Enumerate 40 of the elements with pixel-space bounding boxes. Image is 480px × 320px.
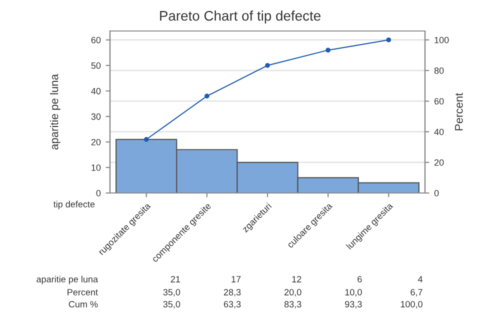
- text: 100,0: [400, 301, 422, 308]
- y2-tick-label: 100: [434, 36, 449, 44]
- chart-title: Pareto Chart of tip defecte: [160, 10, 320, 24]
- text: 6: [358, 276, 362, 282]
- y2-tick-label: 40: [434, 128, 444, 136]
- text: 35,0: [163, 301, 180, 308]
- text: Cum %: [68, 301, 98, 308]
- y-tick-label: 50: [91, 62, 101, 69]
- y-tick-label: 20: [91, 138, 101, 146]
- y2-tick-label: 60: [434, 98, 444, 104]
- x-axis-title: tip defecte: [53, 200, 95, 210]
- text: 93,3: [345, 301, 362, 308]
- text: Percent: [68, 289, 98, 296]
- y-tick-label: 0: [96, 190, 101, 196]
- y2-tick-label: 0: [434, 190, 439, 196]
- y2-axis-title: Percent: [455, 92, 463, 130]
- y-tick-label: 40: [91, 88, 101, 94]
- text: 17: [232, 276, 241, 282]
- text: 20,0: [284, 289, 302, 296]
- text: 10,0: [345, 289, 362, 296]
- text: aparitie pe luna: [36, 276, 98, 284]
- point: [326, 48, 331, 53]
- point: [204, 94, 210, 99]
- point: [265, 63, 270, 68]
- text: 63,3: [224, 301, 241, 308]
- text: 35,0: [163, 289, 180, 296]
- point: [386, 37, 392, 42]
- text: 4: [418, 276, 423, 282]
- text: 6,7: [410, 289, 422, 296]
- text: 21: [170, 276, 180, 282]
- text: 12: [292, 276, 302, 282]
- y-tick-label: 10: [92, 164, 101, 171]
- y2-tick-label: 20: [434, 159, 444, 166]
- point: [144, 136, 149, 142]
- y-tick-label: 30: [91, 113, 101, 120]
- text: 83,3: [284, 301, 302, 308]
- y-axis-title: aparitie pe luna: [50, 74, 60, 150]
- y-tick-label: 60: [91, 36, 101, 44]
- text: 28,3: [224, 289, 241, 296]
- y2-tick-label: 80: [434, 67, 444, 74]
